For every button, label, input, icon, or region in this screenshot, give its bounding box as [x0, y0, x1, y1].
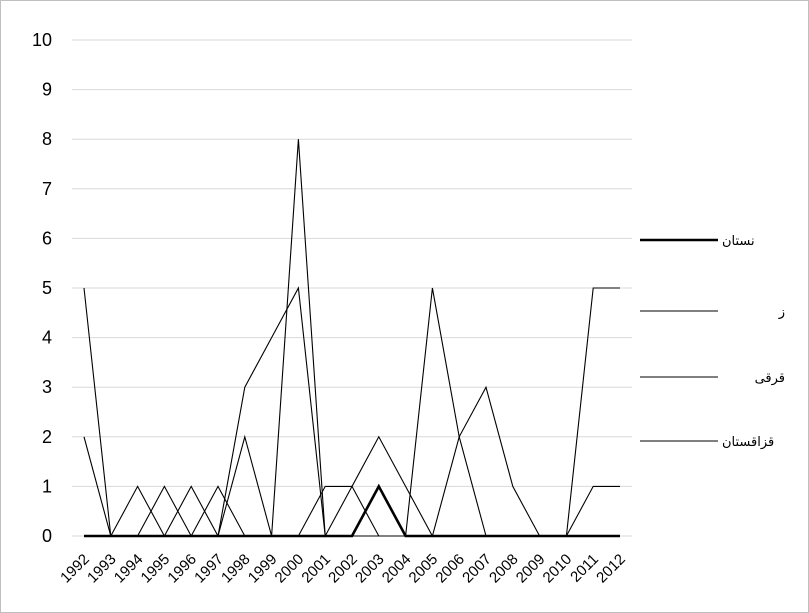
y-tick-label: 5 [42, 278, 52, 298]
y-tick-label: 1 [42, 476, 52, 496]
y-tick-label: 0 [42, 526, 52, 546]
gridlines [72, 39, 632, 537]
y-tick-label: 8 [42, 129, 52, 149]
legend-label-3: قزاقستان [722, 435, 774, 450]
series-line-3 [84, 385, 620, 538]
legend: نستان ز قرقی قزاقستان [640, 234, 785, 450]
y-tick-label: 2 [42, 427, 52, 447]
y-tick-label: 7 [42, 179, 52, 199]
legend-label-0: نستان [722, 234, 755, 249]
y-axis-ticks: 0 1 2 3 4 5 6 7 8 9 10 [32, 30, 52, 546]
y-tick-label: 3 [42, 377, 52, 397]
y-tick-label: 10 [32, 30, 52, 50]
legend-label-1: ز [778, 305, 785, 320]
series-lines [83, 139, 620, 538]
y-tick-label: 4 [42, 328, 52, 348]
y-tick-label: 9 [42, 80, 52, 100]
legend-label-2: قرقی [755, 371, 785, 386]
y-tick-label: 6 [42, 228, 52, 248]
